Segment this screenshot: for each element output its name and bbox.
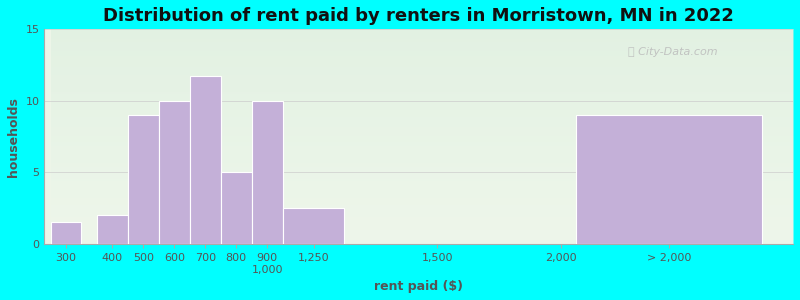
- Bar: [97, 215, 128, 244]
- Title: Distribution of rent paid by renters in Morristown, MN in 2022: Distribution of rent paid by renters in …: [103, 7, 734, 25]
- Bar: [252, 101, 282, 244]
- Bar: [221, 172, 252, 244]
- Y-axis label: households: households: [7, 97, 20, 176]
- Text: Ⓢ City-Data.com: Ⓢ City-Data.com: [628, 47, 718, 57]
- Bar: [159, 101, 190, 244]
- Bar: [282, 208, 345, 244]
- X-axis label: rent paid ($): rent paid ($): [374, 280, 463, 293]
- Bar: [577, 115, 762, 244]
- Bar: [128, 115, 159, 244]
- Bar: [190, 76, 221, 244]
- Bar: [50, 222, 82, 244]
